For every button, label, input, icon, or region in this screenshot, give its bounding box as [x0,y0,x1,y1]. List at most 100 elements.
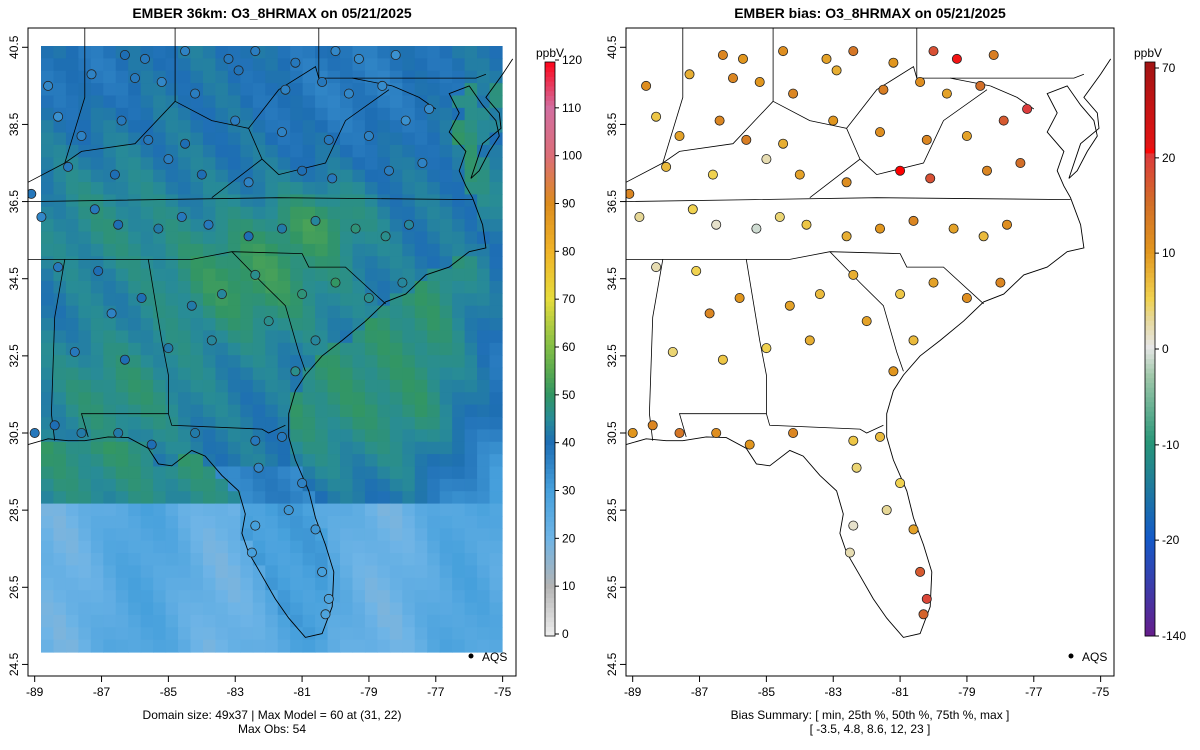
heatmap-cell [165,318,179,332]
heatmap-cell [41,120,55,134]
heatmap-cell [452,219,466,233]
colorbar-segment [545,320,555,326]
coastline [626,58,1112,638]
bias-station-point [674,130,685,141]
heatmap-cell [178,528,192,542]
heatmap-cell [389,454,403,468]
heatmap-cell [439,268,453,282]
state-boundary [352,73,487,79]
heatmap-cell [277,355,291,369]
heatmap-cell [402,231,416,245]
heatmap-cell [128,577,142,591]
colorbar-segment [545,564,555,570]
heatmap-cell [227,478,241,492]
right-legend-label: AQS [1082,650,1107,664]
o3-station-point [89,204,100,215]
heatmap-cell [128,478,142,492]
heatmap-cell [265,243,279,257]
heatmap-cell [252,280,266,294]
heatmap-cell [140,553,154,567]
heatmap-cell [53,590,67,604]
heatmap-cell [115,95,129,109]
heatmap-cell [352,466,366,480]
o3-station-point [276,431,287,442]
right-colorbar-unit: ppbV [1134,46,1163,60]
heatmap-cell [464,280,478,294]
heatmap-cell [277,639,291,653]
heatmap-cell [352,441,366,455]
o3-station-point [350,223,361,234]
heatmap-cell [439,392,453,406]
heatmap-cell [452,553,466,567]
heatmap-cell [41,577,55,591]
heatmap-cell [65,392,79,406]
heatmap-cell [364,639,379,653]
heatmap-cell [65,182,79,196]
colorbar-segment [1145,382,1155,388]
heatmap-cell [477,46,491,59]
bias-station-point [761,343,772,354]
heatmap-cell [190,553,204,567]
heatmap-cell [439,157,453,171]
heatmap-cell [178,231,192,245]
colorbar-segment [1145,449,1155,455]
heatmap-cell [78,330,92,344]
heatmap-cell [315,367,329,381]
heatmap-cell [103,379,117,393]
plot-frame [625,27,1115,677]
colorbar-segment [545,167,555,173]
heatmap-cell [389,491,403,505]
heatmap-cell [315,280,329,294]
heatmap-cell [153,392,167,406]
heatmap-cell [65,107,79,121]
heatmap-cell [290,627,304,641]
o3-station-point [250,269,261,280]
heatmap-cell [439,330,453,344]
heatmap-cell [464,243,478,257]
heatmap-cell [265,478,279,492]
heatmap-cell [340,466,354,480]
o3-station-point [403,219,414,230]
colorbar-segment [1145,243,1155,250]
heatmap-cell [277,577,291,591]
heatmap-cell [128,392,142,406]
colorbar-segment [1145,262,1155,269]
bias-station-point [888,366,899,377]
heatmap-cell [402,243,416,257]
colorbar-segment [545,406,555,412]
heatmap-cell [364,144,379,158]
heatmap-cell [153,58,167,72]
heatmap-cell [178,478,192,492]
heatmap-cell [252,367,266,381]
heatmap-cell [53,503,67,517]
heatmap-cell [227,256,241,270]
heatmap-cell [240,590,254,604]
heatmap-cell [277,478,291,492]
colorbar-segment [545,583,555,589]
heatmap-cell [327,342,341,356]
heatmap-cell [128,639,142,653]
heatmap-cell [427,206,441,220]
heatmap-cell [153,590,167,604]
heatmap-cell [452,231,466,245]
heatmap-cell [352,318,366,332]
heatmap-cell [65,515,79,529]
colorbar-segment [1145,463,1155,470]
heatmap-cell [452,590,466,604]
colorbar-segment [545,554,555,560]
heatmap-cell [389,466,403,480]
heatmap-cell [277,243,291,257]
heatmap-cell [240,454,254,468]
heatmap-cell [41,219,55,233]
bias-station-point [978,231,989,242]
heatmap-cell [477,565,491,579]
heatmap-cell [489,305,503,319]
heatmap-cell [302,243,316,257]
heatmap-cell [489,268,503,282]
heatmap-cell [439,182,453,196]
heatmap-cell [265,293,279,307]
state-boundary [28,197,473,202]
heatmap-cell [477,528,491,542]
heatmap-cell [439,417,453,430]
